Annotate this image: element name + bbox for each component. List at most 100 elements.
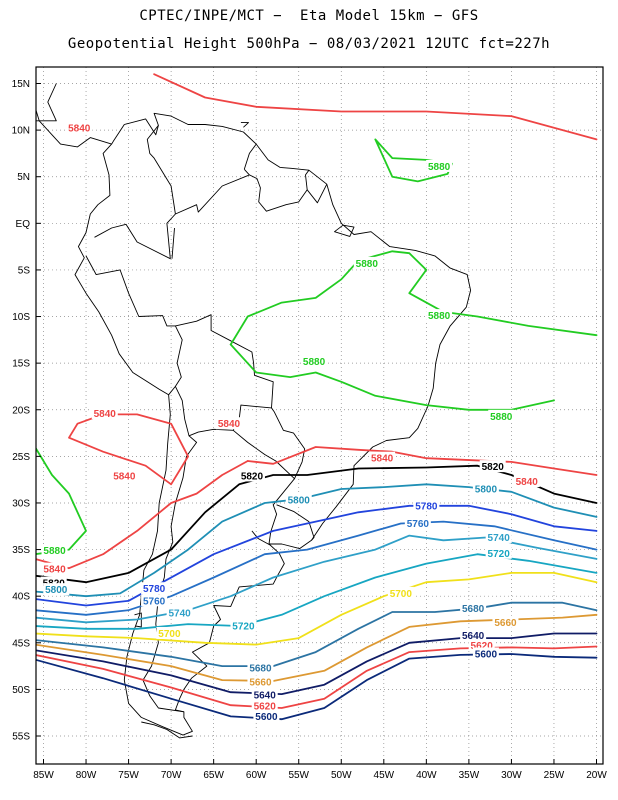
contour-label-background	[156, 626, 183, 639]
contour-label-background	[166, 606, 193, 619]
contour-label-background	[488, 409, 515, 422]
contour-label-background	[41, 544, 68, 557]
contour-label-background	[91, 406, 118, 419]
contour-label-5740: 5740	[488, 533, 511, 544]
contour-label-background	[285, 493, 312, 506]
x-tick-label: 25W	[544, 770, 565, 781]
x-tick-label: 80W	[76, 770, 97, 781]
contour-label-background	[472, 647, 499, 660]
contour-label-5840: 5840	[68, 124, 91, 135]
map-boundary-line	[232, 407, 306, 480]
contour-label-background	[387, 586, 414, 599]
contour-label-background	[253, 709, 280, 722]
contour-line-5600	[36, 653, 598, 721]
contour-label-background	[513, 475, 540, 488]
contour-line-5840	[36, 460, 249, 570]
plot-frame	[35, 66, 604, 765]
height-contours	[36, 73, 598, 721]
y-tick-label: EQ	[16, 219, 31, 230]
contour-label-5740: 5740	[168, 608, 191, 619]
contour-label-5780: 5780	[415, 501, 438, 512]
contour-label-5720: 5720	[488, 549, 511, 560]
y-tick-label: 40S	[12, 592, 30, 603]
chart-title-line-2: Geopotential Height 500hPa − 08/03/2021 …	[67, 36, 551, 52]
contour-label-background	[404, 516, 431, 529]
contour-label-5840: 5840	[371, 454, 394, 465]
contour-label-5620: 5620	[471, 641, 494, 652]
map-boundary-line	[171, 227, 175, 259]
contour-label-5660: 5660	[494, 618, 517, 629]
contour-label-5880: 5880	[428, 311, 451, 322]
contour-label-background	[485, 546, 512, 559]
contour-label-5880: 5880	[428, 162, 451, 173]
contour-label-5660: 5660	[249, 677, 272, 688]
map-boundary-line	[146, 125, 176, 215]
map-boundary-line	[243, 143, 257, 170]
map-boundary-line	[276, 504, 315, 541]
y-tick-label: 5S	[18, 265, 31, 276]
contour-line-5760	[36, 520, 598, 616]
map-boundary-line	[251, 530, 271, 546]
contour-label-5820: 5820	[241, 471, 264, 482]
contour-label-background	[251, 688, 278, 701]
contour-label-5700: 5700	[158, 629, 181, 640]
map-boundary-line	[334, 224, 355, 237]
contour-label-background	[426, 309, 453, 322]
y-tick-label: 55S	[12, 732, 30, 743]
contour-label-background	[251, 699, 278, 712]
y-tick-label: 15S	[12, 359, 30, 370]
y-tick-label: 20S	[12, 405, 30, 416]
x-tick-label: 40W	[416, 770, 437, 781]
contour-label-background	[460, 628, 487, 641]
x-tick-label: 65W	[203, 770, 224, 781]
contour-label-background	[141, 594, 168, 607]
x-tick-label: 55W	[288, 770, 309, 781]
y-tick-label: 15N	[12, 79, 30, 90]
coastline-borders	[36, 83, 472, 739]
contour-label-background	[426, 159, 453, 172]
plot-area	[36, 67, 603, 764]
map-boundary-line	[240, 122, 249, 128]
contour-label-background	[215, 417, 242, 430]
contour-line-5820	[36, 464, 598, 584]
contour-label-background	[43, 583, 70, 596]
contour-label-5700: 5700	[390, 589, 413, 600]
contour-line-5700	[36, 572, 598, 646]
contour-label-5800: 5800	[288, 496, 311, 507]
contour-label-background	[230, 619, 257, 632]
contour-label-background	[460, 601, 487, 614]
contour-label-5720: 5720	[232, 622, 255, 633]
contour-label-5840: 5840	[516, 477, 539, 488]
contour-label-background	[111, 469, 138, 482]
contour-label-background	[369, 451, 396, 464]
contour-line-5840	[246, 446, 598, 476]
contour-line-5880	[229, 250, 598, 346]
contour-label-background	[413, 499, 440, 512]
map-boundary-line	[36, 83, 57, 122]
contour-label-5620: 5620	[254, 702, 277, 713]
contour-labels: 5880 5880 5880 5880 5880 5880 5840 5840 5840 5840…	[40, 121, 540, 723]
contour-label-5640: 5640	[462, 631, 485, 642]
contour-label-background	[301, 354, 328, 367]
y-tick-label: 50S	[12, 685, 30, 696]
map-boundary-line	[306, 183, 328, 204]
contour-line-5620	[36, 645, 598, 709]
x-tick-label: 70W	[161, 770, 182, 781]
contour-label-5840: 5840	[218, 419, 241, 430]
contour-label-5600: 5600	[255, 712, 278, 723]
contour-label-background	[238, 469, 265, 482]
x-tick-label: 35W	[459, 770, 480, 781]
contour-label-background	[247, 675, 274, 688]
map-boundary-line	[85, 255, 183, 396]
contour-line-5680	[36, 601, 598, 667]
contour-label-background	[492, 615, 519, 628]
contour-label-background	[479, 460, 506, 473]
y-tick-label: 45S	[12, 638, 30, 649]
map-boundary-line	[142, 435, 198, 713]
contour-label-5600: 5600	[475, 649, 498, 660]
contour-label-5640: 5640	[254, 690, 277, 701]
contour-label-background	[353, 256, 380, 269]
contour-line-5840	[68, 413, 189, 486]
contour-label-5820: 5820	[482, 462, 505, 473]
